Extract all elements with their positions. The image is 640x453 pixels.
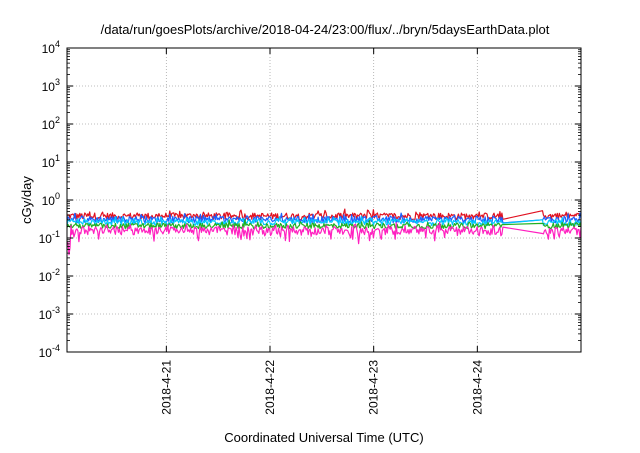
- y-tick-label: 101: [42, 153, 60, 170]
- y-tick-label: 10-3: [39, 305, 60, 322]
- y-tick-label: 104: [42, 39, 60, 56]
- y-ticks: 10-4 10-3 10-2 10-1 100 101 102 103 104: [39, 39, 581, 360]
- x-tick-label: 2018-4-21: [159, 360, 173, 415]
- y-tick-label: 102: [42, 115, 60, 132]
- x-axis-label: Coordinated Universal Time (UTC): [224, 430, 423, 445]
- y-tick-label: 100: [42, 191, 60, 208]
- y-tick-label: 103: [42, 77, 60, 94]
- y-axis-label: cGy/day: [19, 176, 34, 224]
- plot-frame: [66, 47, 582, 353]
- y-tick-label: 10-1: [39, 229, 60, 246]
- grid: [67, 48, 581, 352]
- chart-title: /data/run/goesPlots/archive/2018-04-24/2…: [101, 22, 550, 37]
- series-line-1: [66, 208, 582, 221]
- x-ticks: 2018-4-21 2018-4-22 2018-4-23 2018-4-24: [159, 48, 484, 415]
- series-line-5: [66, 221, 582, 256]
- x-tick-label: 2018-4-22: [263, 360, 277, 415]
- x-tick-label: 2018-4-24: [470, 360, 484, 415]
- y-tick-label: 10-4: [39, 343, 60, 360]
- series-line-3: [66, 215, 582, 227]
- series-group: [66, 208, 582, 256]
- x-tick-label: 2018-4-23: [367, 360, 381, 415]
- y-tick-label: 10-2: [39, 267, 60, 284]
